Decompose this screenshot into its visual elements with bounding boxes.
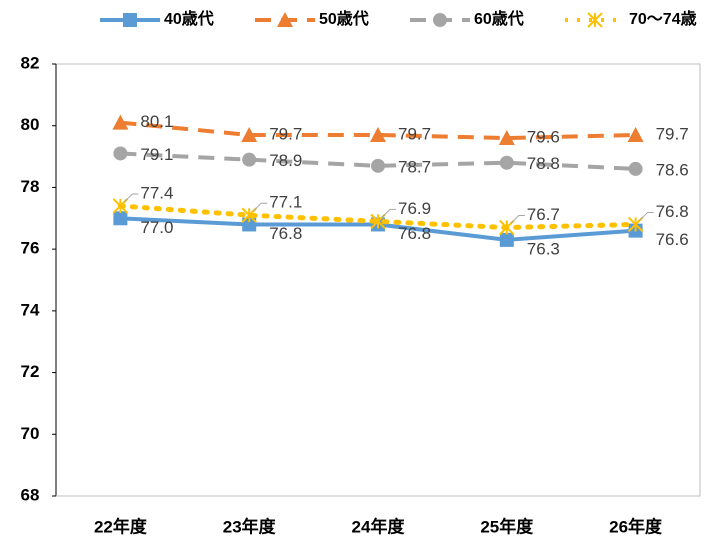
marker [587,12,603,28]
leader-line [510,215,525,224]
data-label: 76.6 [656,230,689,249]
y-tick-label: 78 [21,177,40,196]
data-label: 76.7 [527,205,560,224]
y-tick-label: 80 [21,115,40,134]
marker [242,152,257,167]
legend-label: 50歳代 [319,9,369,28]
data-label: 80.1 [140,112,173,131]
data-label: 79.7 [656,124,689,143]
marker [433,13,447,27]
data-label: 79.1 [140,145,173,164]
marker [242,217,257,232]
marker [628,161,643,176]
marker [371,158,385,173]
marker [499,232,514,247]
data-label: 76.8 [269,224,302,243]
marker [123,13,137,27]
data-label: 78.9 [269,151,302,170]
leader-line [124,193,139,203]
x-tick-label: 24年度 [352,516,406,536]
data-label: 78.7 [398,157,431,176]
series-line [120,120,636,141]
y-tick-label: 74 [21,300,40,319]
data-label: 76.3 [527,239,560,258]
data-label: 77.4 [140,183,173,202]
marker [370,126,386,142]
legend-label: 40歳代 [164,9,214,28]
y-tick-label: 82 [21,53,40,72]
data-label: 78.8 [527,154,560,173]
series-line [120,151,636,171]
marker [113,146,128,161]
marker [499,155,514,170]
marker [498,130,515,146]
legend-label: 60歳代 [474,9,524,28]
data-label: 77.1 [269,193,302,212]
marker [277,12,293,27]
data-label: 77.0 [140,218,173,237]
x-tick-label: 25年度 [480,516,534,536]
marker [112,114,129,130]
x-tick-label: 26年度 [609,516,663,536]
data-label: 79.7 [269,124,302,143]
y-tick-label: 72 [21,362,40,381]
leader-line [639,211,654,221]
data-label: 76.9 [398,199,431,218]
legend-label: 70～74歳 [629,9,697,28]
y-tick-label: 68 [21,485,40,504]
x-tick-label: 22年度 [94,516,148,536]
marker [113,211,128,226]
data-label: 76.8 [398,224,431,243]
y-tick-label: 70 [21,424,40,443]
series-line [117,203,639,231]
y-tick-label: 76 [21,239,40,258]
leader-line [252,202,268,212]
x-tick-label: 23年度 [223,516,277,536]
data-label: 76.8 [656,202,689,221]
data-label: 79.6 [527,128,560,147]
marker [627,126,644,142]
data-label: 79.7 [398,124,431,143]
marker [241,126,258,142]
data-label: 78.6 [656,160,689,179]
leader-line [381,208,396,218]
